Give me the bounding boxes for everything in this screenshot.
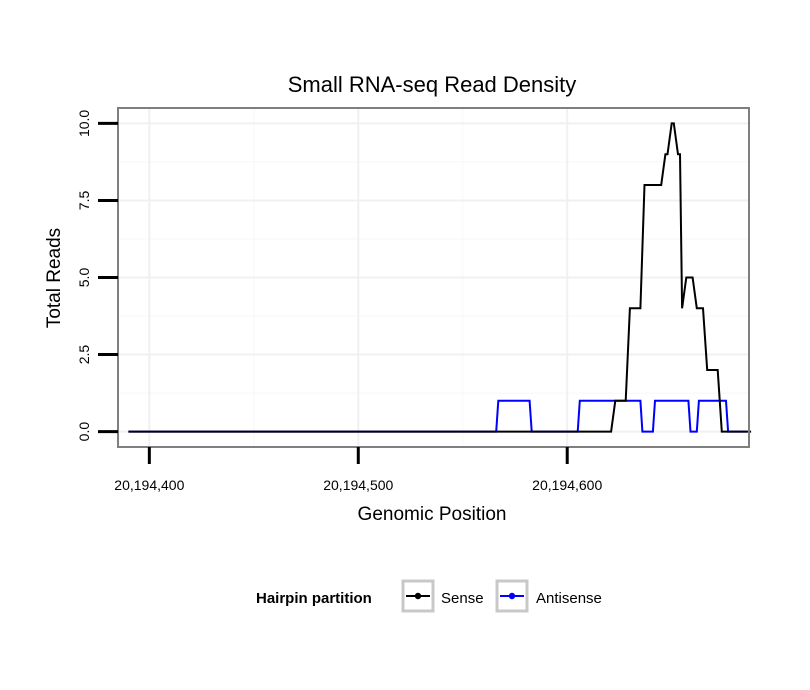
x-tick-label: 20,194,400 bbox=[114, 477, 184, 493]
y-tick-label: 10.0 bbox=[76, 110, 92, 137]
y-tick-label: 5.0 bbox=[76, 268, 92, 288]
y-axis-title: Total Reads bbox=[44, 228, 65, 328]
legend-key-antisense bbox=[495, 579, 529, 613]
y-tick-label: 7.5 bbox=[76, 191, 92, 211]
series-line-antisense bbox=[128, 399, 747, 433]
chart-title: Small RNA-seq Read Density bbox=[288, 72, 577, 97]
x-tick-label: 20,194,600 bbox=[532, 477, 602, 493]
y-tick-label: 0.0 bbox=[76, 422, 92, 442]
legend-point-antisense bbox=[508, 592, 516, 600]
y-axis: 0.0 2.5 5.0 7.5 10.0 bbox=[76, 110, 118, 442]
series-line-sense bbox=[128, 122, 752, 433]
x-axis-title: Genomic Position bbox=[358, 504, 507, 525]
series-layer bbox=[128, 122, 752, 433]
x-axis: 20,194,400 20,194,500 20,194,600 bbox=[114, 447, 602, 493]
x-tick-label: 20,194,500 bbox=[323, 477, 393, 493]
legend-title: Hairpin partition bbox=[256, 590, 372, 607]
legend: Hairpin partition Sense Antisense bbox=[256, 579, 602, 613]
legend-point-sense bbox=[414, 592, 422, 600]
legend-label-sense: Sense bbox=[441, 590, 484, 607]
y-tick-label: 2.5 bbox=[76, 345, 92, 365]
legend-label-antisense: Antisense bbox=[536, 590, 602, 607]
